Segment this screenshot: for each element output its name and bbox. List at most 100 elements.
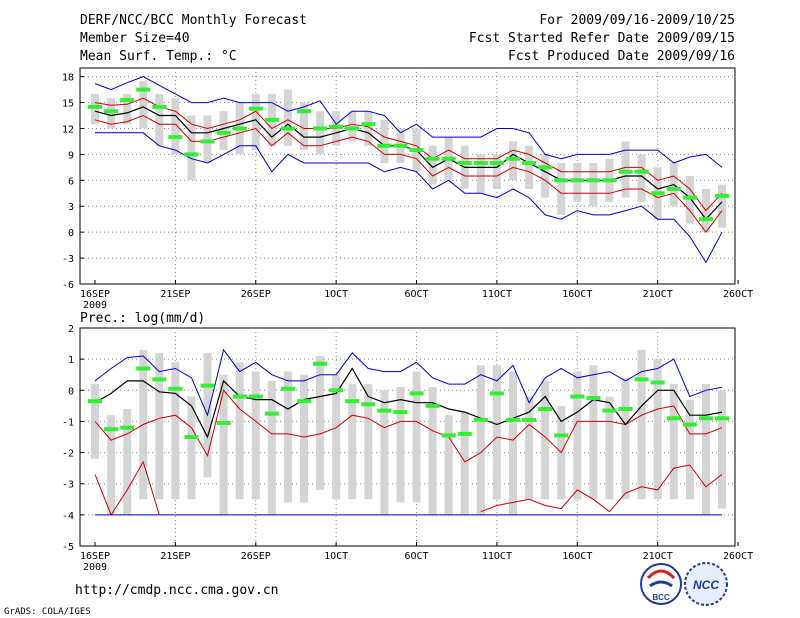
y-tick-label: 0 (68, 228, 74, 239)
ensemble-box (332, 374, 341, 500)
median-marker (554, 433, 569, 438)
median-marker (297, 399, 311, 404)
ensemble-box (171, 362, 180, 500)
ensemble-box (412, 371, 421, 503)
median-marker (313, 126, 328, 131)
y-tick-label: 6 (68, 176, 74, 187)
x-tick-label: 16OCT (562, 289, 592, 300)
ensemble-box (573, 163, 582, 202)
x-tick-label: 1OCT (324, 551, 348, 562)
ensemble-box (492, 154, 501, 189)
ensemble-box (316, 111, 325, 155)
x-tick-label: 6OCT (404, 289, 428, 300)
y-tick-label: -5 (62, 542, 74, 553)
x-tick-label: 21SEP (160, 551, 190, 562)
ensemble-box (123, 93, 132, 125)
median-marker (184, 152, 199, 157)
y-tick-label: -6 (62, 280, 74, 291)
ensemble-box (492, 365, 501, 500)
mean-line (94, 367, 723, 439)
median-marker (441, 433, 456, 438)
median-marker (136, 87, 151, 92)
ensemble-box (669, 384, 678, 500)
ensemble-box (509, 141, 517, 181)
median-marker (522, 417, 537, 422)
produced-date: Fcst Produced Date 2009/09/16 (508, 49, 735, 64)
median-marker (538, 165, 553, 170)
median-marker (280, 386, 295, 391)
y-tick-label: -1 (62, 417, 74, 428)
ensemble-box (251, 371, 260, 500)
median-marker (506, 417, 520, 422)
median-marker (618, 169, 633, 174)
x-tick-label: 16OCT (562, 551, 592, 562)
x-tick-label: 26OCT (723, 551, 753, 562)
temperature-medians (88, 87, 729, 222)
median-marker (88, 399, 102, 404)
ensemble-box (557, 163, 566, 215)
ensemble-box (380, 390, 389, 515)
median-marker (634, 377, 649, 382)
y-tick-label: 15 (62, 99, 74, 110)
lower-line (94, 114, 723, 234)
ensemble-box (701, 384, 710, 515)
median-marker (184, 435, 199, 439)
ensemble-box (364, 111, 373, 146)
ensemble-box (380, 119, 389, 164)
y-tick-label: 3 (68, 202, 74, 213)
ensemble-box (123, 408, 132, 515)
ensemble-box (187, 396, 196, 500)
chart-title: DERF/NCC/BCC Monthly Forecast (80, 13, 307, 28)
bcc-logo-text: BCC (652, 593, 670, 602)
ensemble-box (171, 98, 180, 155)
ensemble-box (283, 371, 292, 503)
y-tick-label: 9 (68, 150, 74, 161)
ensemble-box (348, 384, 357, 500)
median-marker (457, 431, 472, 436)
ensemble-box (589, 365, 598, 500)
x-tick-label: 6OCT (404, 551, 428, 562)
ensemble-box (155, 352, 164, 500)
ensemble-box (637, 349, 646, 500)
y-tick-label: 18 (62, 73, 74, 84)
x-year-label: 2009 (83, 562, 107, 573)
ensemble-box (235, 362, 244, 500)
median-marker (216, 420, 231, 425)
ensemble-box (541, 380, 550, 500)
precipitation-panel: -5 -4 -3 -2 -1 0 1 2 16SEP 21SEP 26SEP 1OCT 6OCT 11OC… (62, 324, 753, 573)
median-marker (329, 388, 344, 393)
ensemble-box (396, 387, 405, 503)
median-marker (168, 135, 183, 140)
source-url[interactable]: http://cmdp.ncc.cma.gov.cn (75, 583, 279, 598)
median-marker (152, 104, 167, 109)
x-tick-label: 16SEP (80, 289, 110, 300)
median-marker (715, 193, 729, 198)
median-marker (489, 391, 504, 396)
ensemble-box (348, 111, 357, 142)
ensemble-box (621, 377, 630, 500)
median-marker (264, 411, 279, 416)
max-line (94, 348, 723, 417)
precipitation-medians (88, 361, 729, 439)
median-marker (361, 122, 376, 127)
x-tick-label: 26OCT (723, 289, 753, 300)
x-tick-label: 26SEP (241, 289, 271, 300)
ensemble-box (509, 371, 517, 515)
ncc-logo: NCC (684, 562, 728, 606)
median-marker (393, 143, 408, 148)
y-tick-label: -3 (62, 254, 74, 265)
median-marker (425, 403, 440, 408)
median-marker (232, 394, 247, 399)
ensemble-box (300, 102, 308, 151)
median-marker (650, 191, 665, 196)
ensemble-box (428, 145, 437, 185)
median-marker (570, 394, 585, 399)
ensemble-box (653, 359, 662, 500)
ncc-logo-text: NCC (693, 578, 719, 592)
median-marker (441, 156, 456, 161)
ensemble-box (685, 399, 694, 500)
median-marker (248, 394, 263, 399)
median-marker (377, 408, 392, 413)
variable-label: Mean Surf. Temp.: °C (80, 49, 237, 64)
